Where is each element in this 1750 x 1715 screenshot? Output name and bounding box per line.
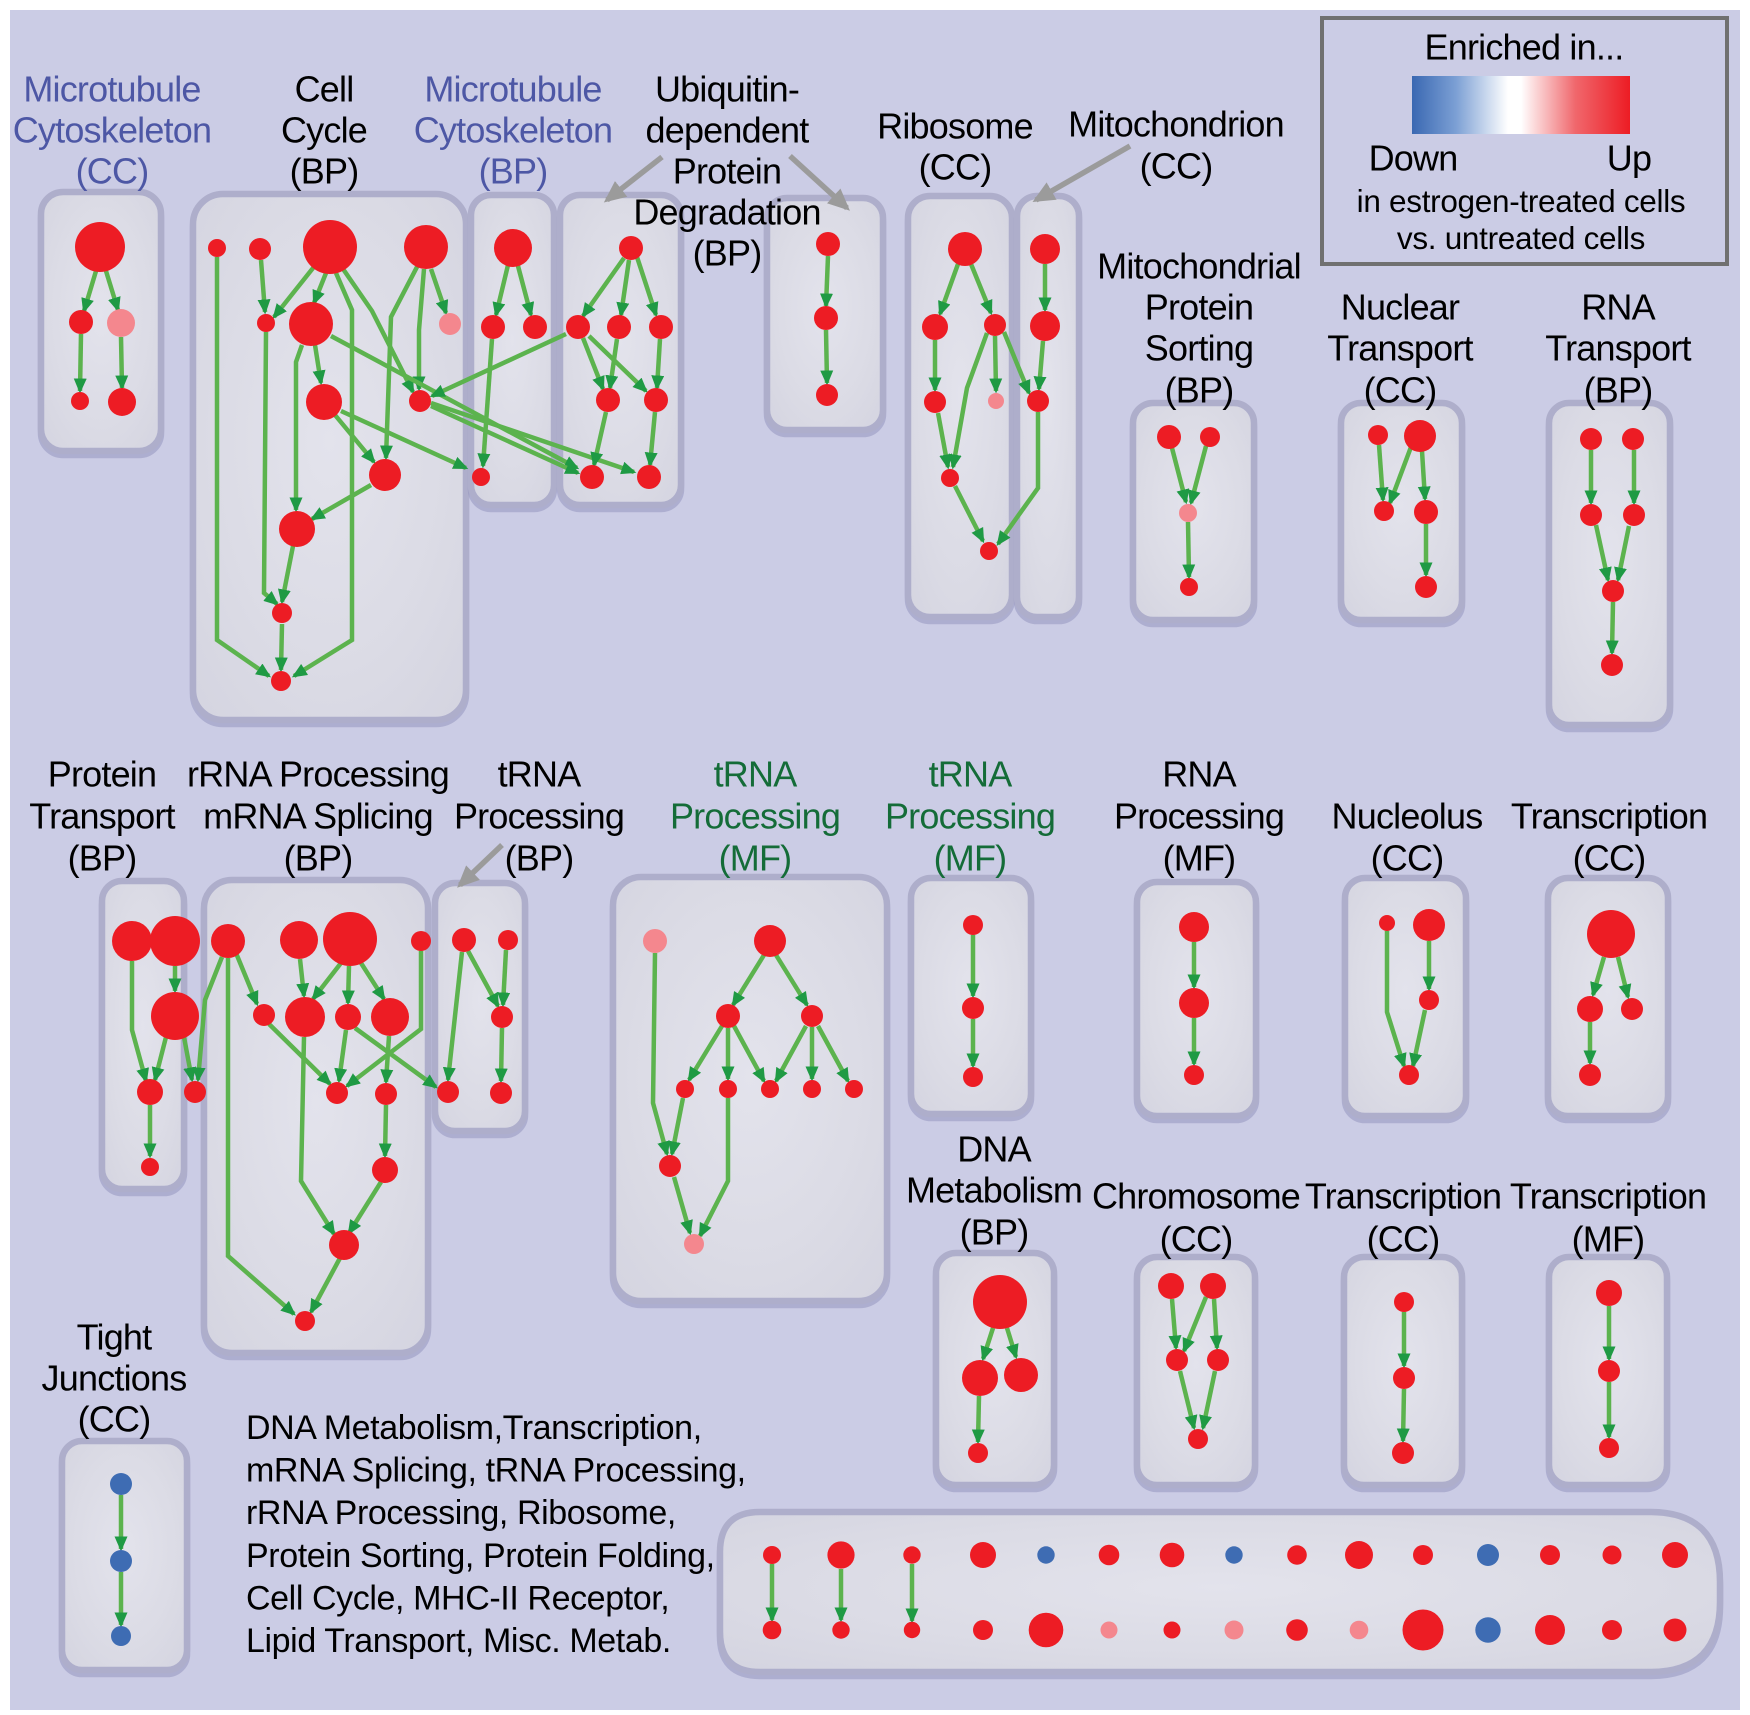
svg-text:Enriched in...: Enriched in... (1425, 27, 1624, 68)
svg-text:(BP): (BP) (505, 838, 574, 879)
svg-text:Nucleolus: Nucleolus (1332, 796, 1483, 837)
svg-text:Protein: Protein (673, 151, 781, 192)
svg-text:Metabolism: Metabolism (906, 1170, 1082, 1211)
svg-text:DNA: DNA (957, 1129, 1031, 1170)
svg-text:rRNA Processing, Ribosome,: rRNA Processing, Ribosome, (246, 1494, 676, 1532)
svg-text:Cycle: Cycle (281, 110, 367, 151)
svg-text:(BP): (BP) (693, 233, 762, 274)
svg-text:mRNA Splicing, tRNA Processing: mRNA Splicing, tRNA Processing, (246, 1452, 746, 1490)
svg-text:(MF): (MF) (1163, 838, 1236, 879)
svg-text:Transport: Transport (29, 796, 175, 837)
svg-text:Processing: Processing (670, 796, 840, 837)
svg-text:Protein: Protein (48, 754, 156, 795)
svg-text:DNA Metabolism,Transcription,: DNA Metabolism,Transcription, (246, 1409, 702, 1447)
svg-text:rRNA Processing: rRNA Processing (187, 754, 449, 795)
svg-text:Cytoskeleton: Cytoskeleton (13, 110, 212, 151)
svg-text:(CC): (CC) (1160, 1219, 1233, 1260)
svg-text:(CC): (CC) (1367, 1219, 1440, 1260)
svg-text:vs. untreated cells: vs. untreated cells (1397, 220, 1645, 256)
svg-text:Microtubule: Microtubule (424, 69, 601, 110)
svg-text:Up: Up (1607, 138, 1651, 179)
svg-text:Degradation: Degradation (633, 192, 820, 233)
svg-text:Protein: Protein (1145, 287, 1253, 328)
svg-text:RNA: RNA (1581, 287, 1655, 328)
svg-text:Cell Cycle, MHC-II Receptor,: Cell Cycle, MHC-II Receptor, (246, 1579, 669, 1617)
svg-text:Microtubule: Microtubule (23, 69, 200, 110)
svg-text:Ubiquitin-: Ubiquitin- (655, 69, 799, 110)
svg-text:Mitochondrion: Mitochondrion (1068, 104, 1284, 145)
svg-text:Chromosome: Chromosome (1092, 1176, 1300, 1217)
svg-text:Transcription: Transcription (1511, 796, 1707, 837)
svg-text:(MF): (MF) (934, 838, 1007, 879)
svg-text:Mitochondrial: Mitochondrial (1097, 246, 1301, 287)
svg-text:RNA: RNA (1162, 754, 1236, 795)
svg-text:Cell: Cell (295, 69, 354, 110)
svg-text:in estrogen-treated cells: in estrogen-treated cells (1357, 183, 1686, 219)
svg-text:Transport: Transport (1327, 328, 1473, 369)
svg-text:Protein Sorting, Protein Foldi: Protein Sorting, Protein Folding, (246, 1537, 715, 1575)
svg-text:Down: Down (1369, 138, 1458, 179)
svg-text:(BP): (BP) (68, 838, 137, 879)
svg-text:(CC): (CC) (78, 1399, 151, 1440)
svg-text:Ribosome: Ribosome (877, 106, 1033, 147)
svg-text:Junctions: Junctions (42, 1358, 187, 1399)
svg-text:(MF): (MF) (719, 838, 792, 879)
svg-text:(CC): (CC) (1573, 838, 1646, 879)
svg-text:tRNA: tRNA (714, 754, 798, 795)
svg-text:Cytoskeleton: Cytoskeleton (414, 110, 613, 151)
svg-text:Transcription: Transcription (1510, 1176, 1706, 1217)
svg-text:(CC): (CC) (76, 151, 149, 192)
svg-text:Processing: Processing (454, 796, 624, 837)
svg-text:Processing: Processing (1114, 796, 1284, 837)
svg-text:mRNA Splicing: mRNA Splicing (203, 796, 433, 837)
svg-text:dependent: dependent (646, 110, 810, 151)
svg-text:Nuclear: Nuclear (1341, 287, 1460, 328)
svg-text:(CC): (CC) (919, 147, 992, 188)
svg-text:Sorting: Sorting (1145, 328, 1253, 369)
svg-text:Transport: Transport (1545, 328, 1691, 369)
svg-text:(MF): (MF) (1572, 1219, 1645, 1260)
svg-text:(BP): (BP) (479, 151, 548, 192)
svg-text:(CC): (CC) (1371, 838, 1444, 879)
svg-text:(BP): (BP) (1165, 370, 1234, 411)
svg-text:Lipid Transport, Misc. Metab.: Lipid Transport, Misc. Metab. (246, 1622, 671, 1660)
svg-text:Processing: Processing (885, 796, 1055, 837)
svg-text:tRNA: tRNA (929, 754, 1013, 795)
svg-text:(BP): (BP) (284, 838, 353, 879)
svg-text:Tight: Tight (77, 1317, 152, 1358)
svg-text:(CC): (CC) (1140, 146, 1213, 187)
svg-text:(BP): (BP) (290, 151, 359, 192)
svg-text:(BP): (BP) (960, 1212, 1029, 1253)
svg-text:tRNA: tRNA (498, 754, 582, 795)
svg-text:(BP): (BP) (1584, 370, 1653, 411)
svg-text:Transcription: Transcription (1305, 1176, 1501, 1217)
svg-text:(CC): (CC) (1364, 370, 1437, 411)
